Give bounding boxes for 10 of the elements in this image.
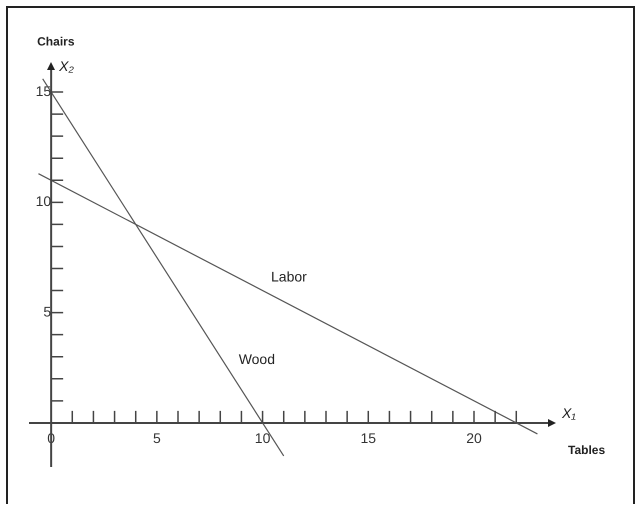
series-label: Labor (270, 268, 308, 285)
x-axis-title: Tables (568, 443, 606, 458)
series-label: Wood (238, 350, 276, 367)
annotation: X₂ (58, 58, 74, 74)
x-tick-label: 20 (466, 430, 482, 446)
x-tick-label: 15 (360, 430, 376, 446)
text: X₁ (561, 404, 576, 421)
y-axis-title: Chairs (37, 34, 75, 48)
x-tick-label: 10 (254, 430, 271, 446)
x-tick-label: 5 (152, 430, 161, 446)
